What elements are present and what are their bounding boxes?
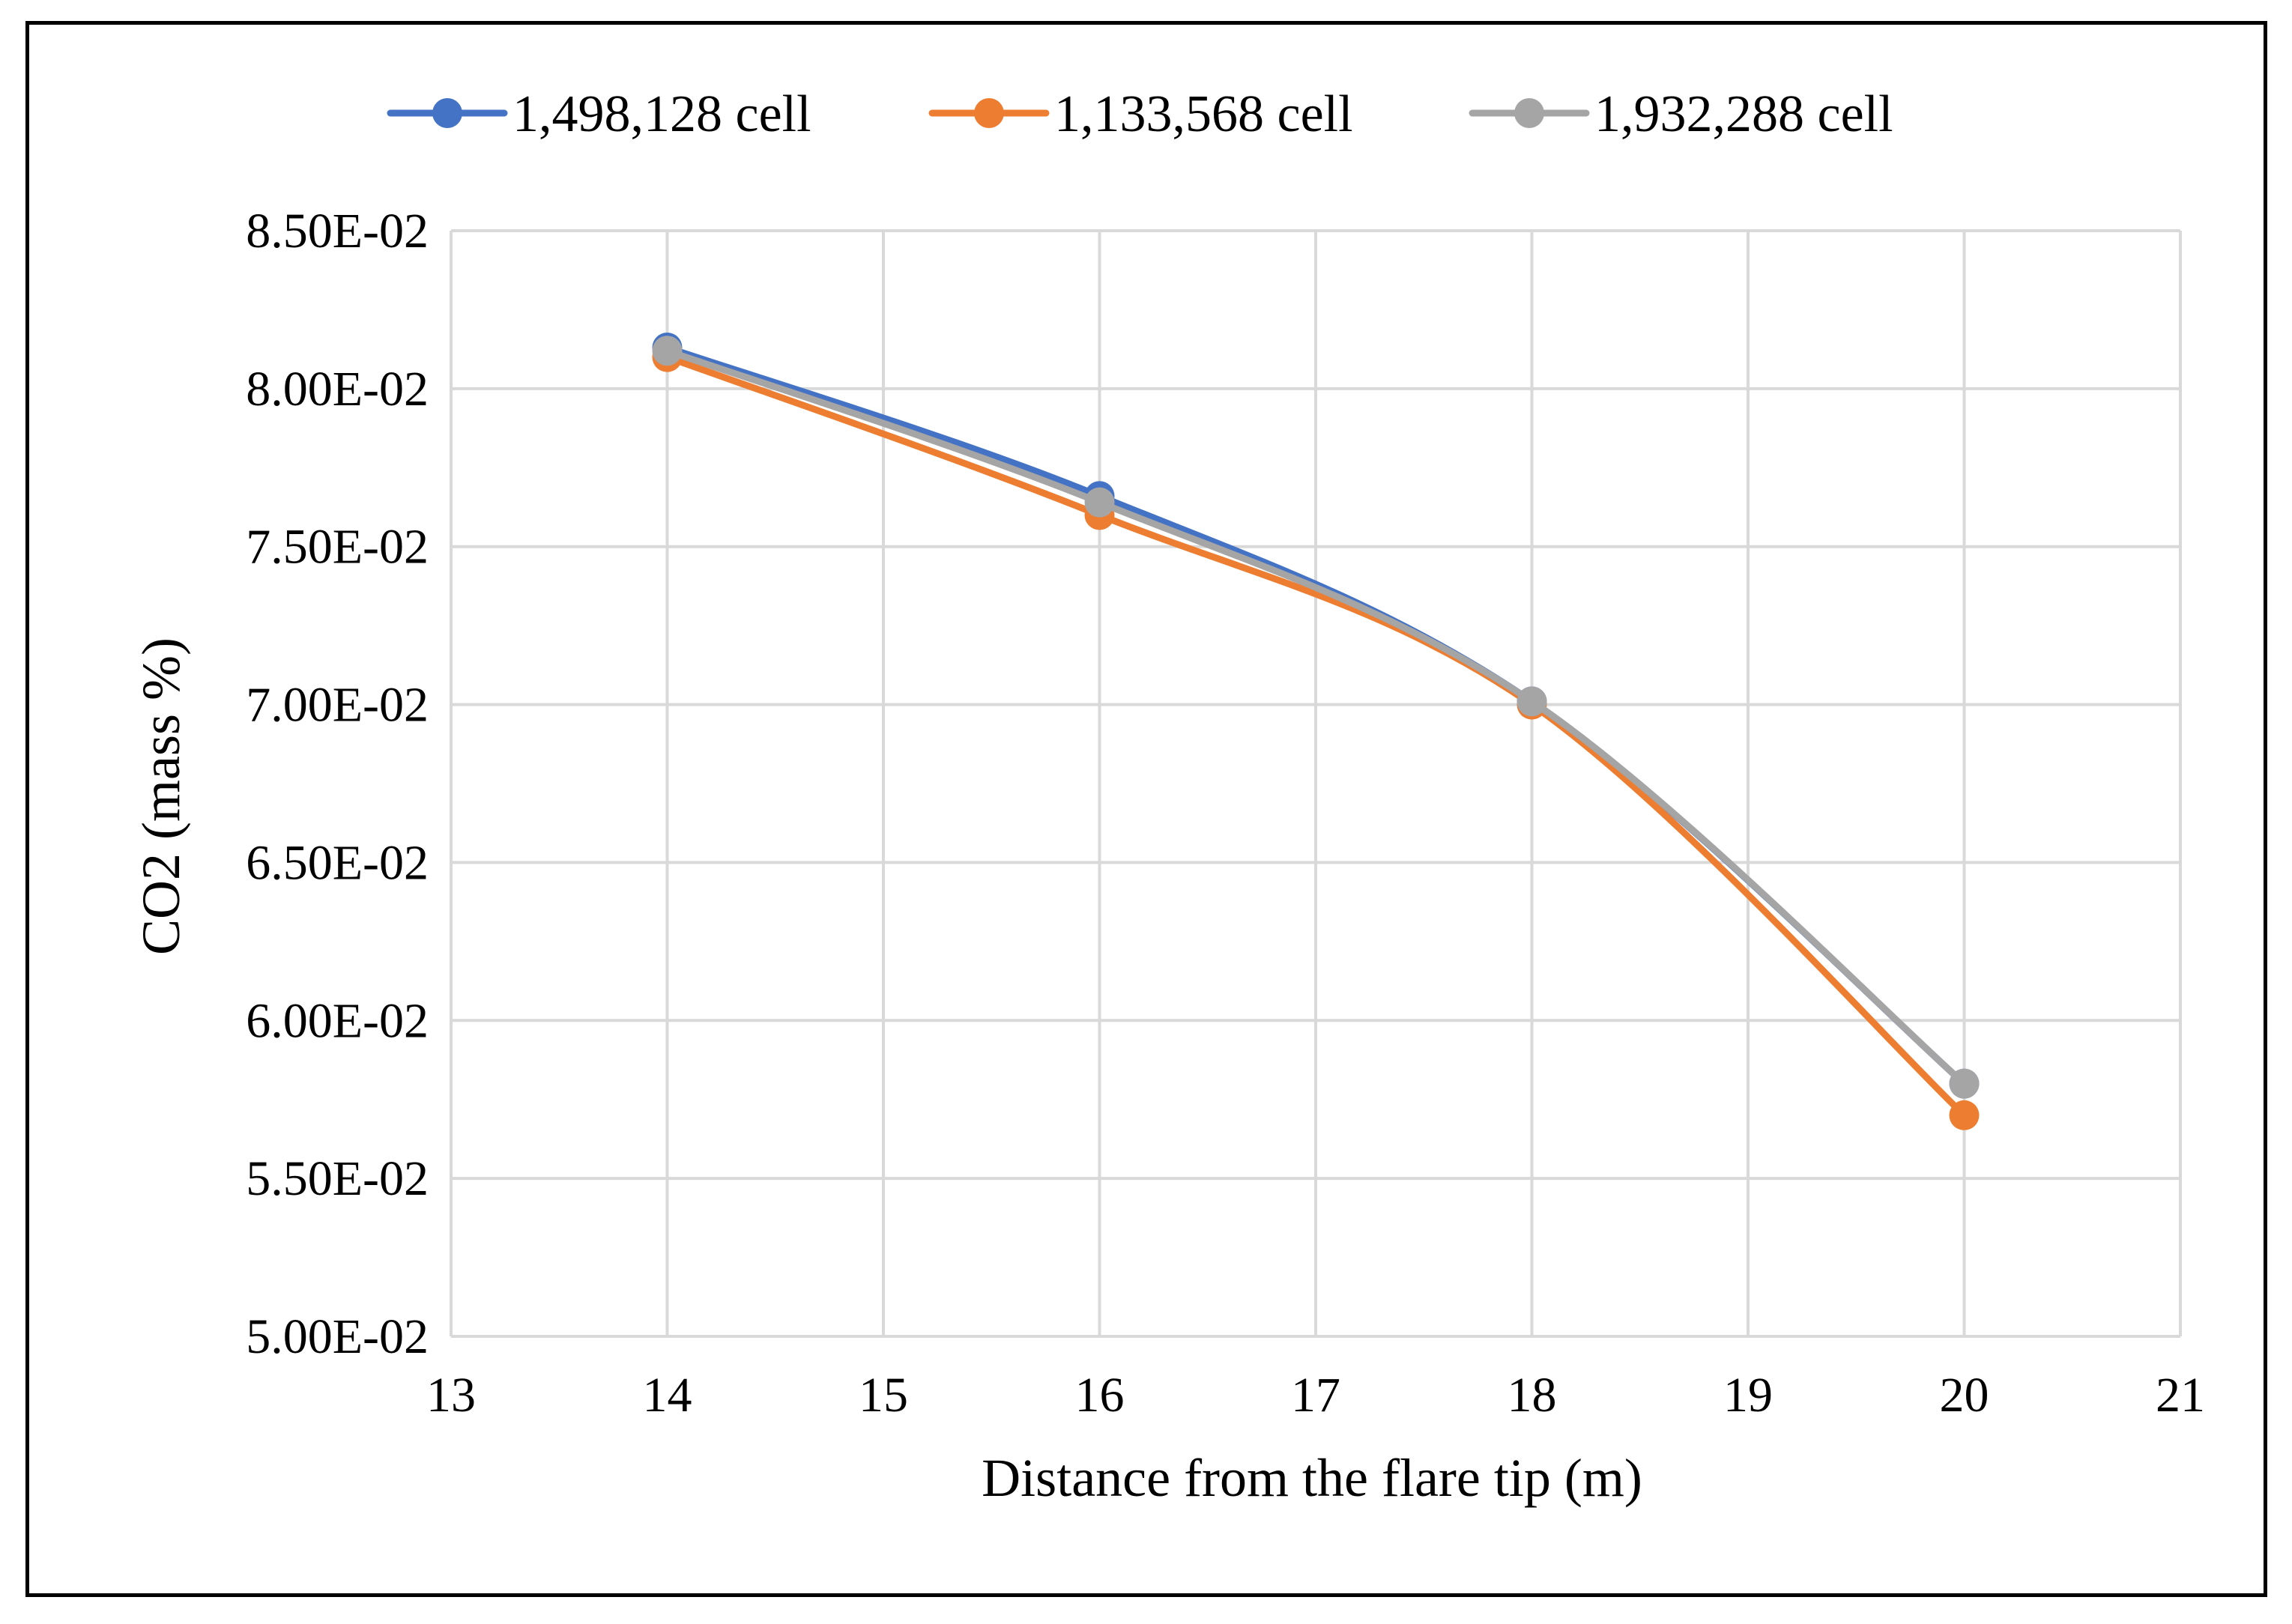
y-tick-label: 5.00E-02 [246, 1309, 429, 1364]
series-line [664, 354, 1968, 1119]
legend-swatch-marker [432, 98, 462, 128]
data-point [652, 336, 683, 366]
legend-swatch-marker [1514, 98, 1544, 128]
y-tick-labels: 5.00E-02 5.50E-02 6.00E-02 6.50E-02 7.00E-02… [246, 204, 429, 1364]
x-tick-label: 17 [1291, 1368, 1340, 1422]
x-tick-label: 21 [2156, 1368, 2205, 1422]
series-3 [652, 336, 1980, 1099]
x-tick-labels: 13 14 15 16 17 18 19 20 21 [426, 1368, 2205, 1422]
legend-label: 1,133,568 cell [1054, 85, 1353, 143]
y-axis-title: CO2 (mass %) [131, 637, 191, 955]
y-tick-label: 8.00E-02 [246, 362, 429, 416]
y-tick-label: 7.50E-02 [246, 520, 429, 575]
series-line [664, 347, 1968, 1088]
legend-swatch-marker [974, 98, 1004, 128]
y-tick-label: 6.00E-02 [246, 993, 429, 1048]
x-axis-title: Distance from the flare tip (m) [982, 1448, 1642, 1508]
legend-label: 1,932,288 cell [1594, 85, 1893, 143]
x-tick-label: 14 [643, 1368, 692, 1422]
gridlines [450, 229, 2182, 1338]
legend: 1,498,128 cell 1,133,568 cell 1,932,288 ce… [387, 85, 1893, 143]
y-tick-label: 8.50E-02 [246, 204, 429, 258]
legend-item: 1,932,288 cell [1469, 85, 1893, 143]
x-tick-label: 19 [1723, 1368, 1773, 1422]
x-tick-label: 18 [1508, 1368, 1557, 1422]
y-tick-label: 5.50E-02 [246, 1151, 429, 1206]
y-tick-label: 7.00E-02 [246, 678, 429, 733]
x-tick-label: 20 [1940, 1368, 1989, 1422]
y-tick-label: 6.50E-02 [246, 835, 429, 890]
x-tick-label: 16 [1075, 1368, 1125, 1422]
data-point [1084, 487, 1115, 518]
legend-label: 1,498,128 cell [512, 85, 811, 143]
x-tick-label: 13 [426, 1368, 476, 1422]
legend-item: 1,498,128 cell [387, 85, 811, 143]
chart-frame: 1,498,128 cell 1,133,568 cell 1,932,288 ce… [25, 21, 2267, 1597]
series-layer [652, 333, 1980, 1130]
data-point [1949, 1068, 1980, 1099]
legend-item: 1,133,568 cell [928, 85, 1353, 143]
x-tick-label: 15 [859, 1368, 908, 1422]
line-chart: 1,498,128 cell 1,133,568 cell 1,932,288 ce… [131, 85, 2205, 1508]
data-point [1517, 686, 1547, 717]
data-point [1949, 1100, 1980, 1130]
